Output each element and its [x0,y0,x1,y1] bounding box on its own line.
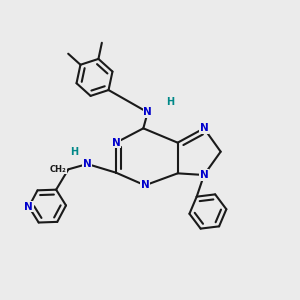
Text: H: H [70,147,78,157]
Text: N: N [143,107,152,117]
Text: N: N [200,170,208,180]
Text: N: N [24,202,33,212]
Text: H: H [166,97,174,107]
Text: N: N [141,180,149,190]
Text: CH₂: CH₂ [50,165,67,174]
Text: N: N [112,138,120,148]
Text: N: N [83,159,92,169]
Text: N: N [200,123,208,133]
